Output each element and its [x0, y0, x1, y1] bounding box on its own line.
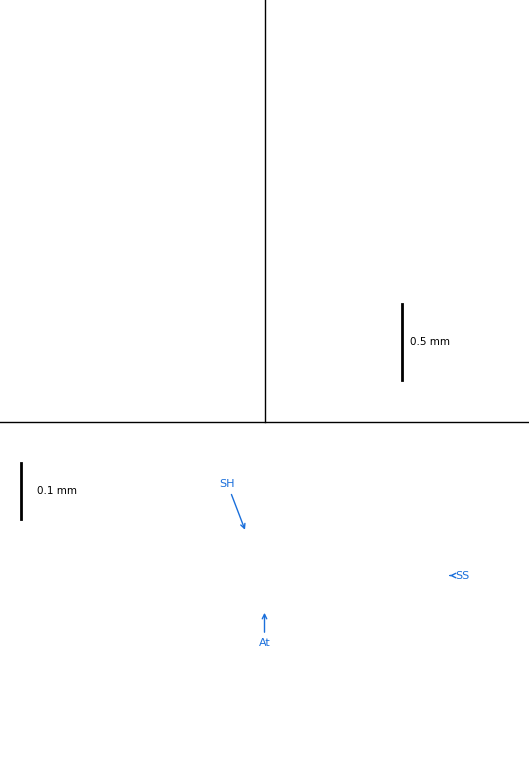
Text: B: B — [505, 387, 519, 405]
Text: C: C — [508, 739, 521, 757]
Text: At: At — [259, 614, 270, 648]
Text: SS: SS — [450, 571, 470, 581]
Text: 0.1 mm: 0.1 mm — [37, 486, 77, 496]
Text: SH: SH — [220, 479, 245, 528]
Text: 0.5 mm: 0.5 mm — [410, 337, 450, 347]
Text: A: A — [8, 387, 22, 405]
